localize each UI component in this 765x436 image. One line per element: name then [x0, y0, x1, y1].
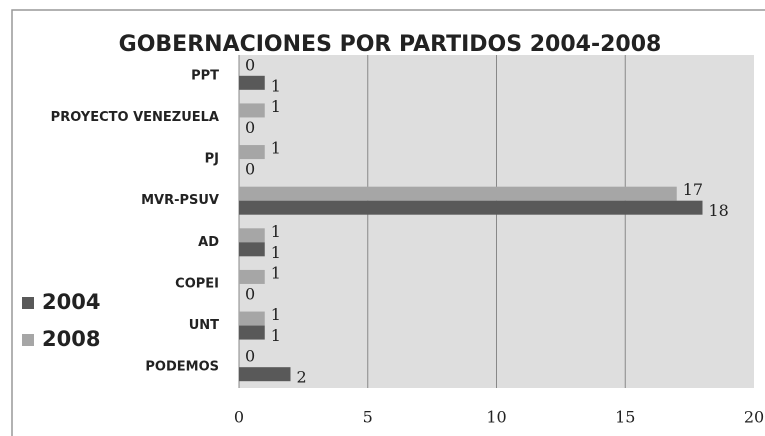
x-tick-label: 5 — [363, 408, 373, 427]
value-label: 1 — [271, 76, 281, 95]
value-label: 18 — [709, 201, 729, 220]
chart-title: GOBERNACIONES POR PARTIDOS 2004-2008 — [119, 32, 662, 57]
y-tick-label: COPEI — [175, 276, 219, 291]
bar — [239, 103, 265, 118]
y-tick-label: AD — [198, 235, 219, 250]
value-label: 1 — [271, 139, 281, 158]
x-tick-label: 0 — [234, 408, 244, 427]
value-label: 0 — [245, 347, 255, 366]
y-tick-label: MVR-PSUV — [141, 193, 219, 208]
value-label: 2 — [297, 368, 307, 387]
legend-label: 2008 — [42, 327, 100, 351]
bar — [239, 186, 677, 201]
bar — [239, 325, 265, 340]
value-label: 0 — [245, 118, 255, 137]
bar — [239, 311, 265, 326]
value-label: 1 — [271, 97, 281, 116]
y-tick-label: PJ — [205, 152, 219, 167]
value-label: 1 — [271, 305, 281, 324]
bar — [239, 269, 265, 284]
legend-swatch — [22, 297, 34, 309]
legend-swatch — [22, 334, 34, 346]
y-tick-label: UNT — [189, 318, 219, 333]
bar — [239, 145, 265, 160]
value-label: 17 — [683, 180, 703, 199]
bar — [239, 200, 703, 215]
y-tick-label: PROYECTO VENEZUELA — [51, 110, 219, 125]
bar — [239, 367, 291, 382]
legend-label: 2004 — [42, 290, 100, 314]
bar — [239, 242, 265, 257]
x-tick-label: 15 — [615, 408, 635, 427]
value-label: 1 — [271, 326, 281, 345]
x-tick-label: 20 — [744, 408, 764, 427]
bar — [239, 75, 265, 90]
value-label: 1 — [271, 263, 281, 282]
value-label: 1 — [271, 243, 281, 262]
bar — [239, 228, 265, 243]
value-label: 0 — [245, 160, 255, 179]
y-tick-label: PPT — [191, 68, 219, 83]
value-label: 0 — [245, 284, 255, 303]
value-label: 1 — [271, 222, 281, 241]
x-tick-label: 10 — [486, 408, 506, 427]
y-tick-label: PODEMOS — [145, 360, 219, 375]
value-label: 0 — [245, 55, 255, 74]
